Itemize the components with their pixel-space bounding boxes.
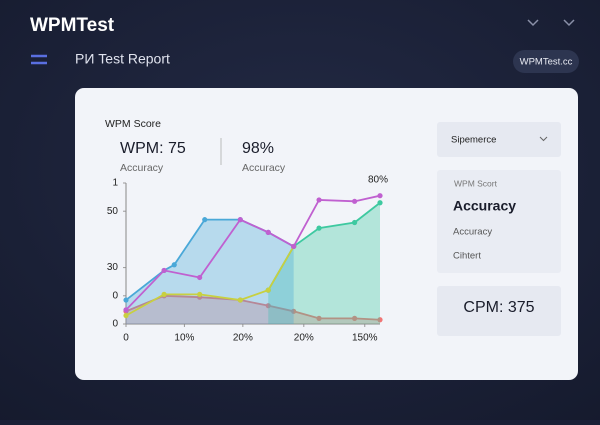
x-tick-label: 10% [174,333,194,344]
data-point [161,291,167,297]
menu-icon[interactable] [31,54,47,65]
series-line [125,245,295,317]
x-tick-label: 150% [352,333,378,344]
page-subtitle: PИ Test Report [75,51,170,67]
panel-title: Accuracy [453,198,516,214]
y-tick-label: 0 [112,319,118,330]
data-point [291,243,297,250]
stat-label: Accuracy [242,162,286,174]
card-heading: WPM Score [105,118,161,130]
cpm-value: CPM: 375 [463,299,534,316]
data-point [237,217,243,223]
data-point [377,193,383,199]
area-fill [268,202,380,324]
cpm-box [437,286,561,336]
y-tick-label: 1 [112,178,118,189]
panel-label: WPM Scort [454,178,498,188]
data-point [123,307,129,313]
x-tick-label: 20% [294,333,314,344]
stat-label: Accuracy [120,162,164,174]
data-point [316,225,322,231]
data-point [377,200,383,206]
info-panel [437,170,561,273]
stat-value: WPM: 75 [120,140,186,157]
app-title: WPMTest [30,15,115,36]
data-point [291,308,297,314]
dropdown-label: Sipemerce [451,135,496,146]
dropdown[interactable] [437,122,561,157]
dropdown-arrow [539,136,548,142]
data-point [265,287,271,293]
data-point [123,297,129,303]
y-tick-label: 0 [112,290,118,301]
site-button[interactable] [513,50,579,73]
x-tick-label: 20% [233,333,253,344]
data-point [197,274,203,281]
chevrons[interactable] [527,19,575,27]
data-point [265,303,271,309]
stat-value: 98% [242,140,274,157]
data-point [352,315,358,321]
data-point [123,312,129,319]
site-button-label: WPMTest.cc [520,57,573,68]
data-point [352,219,358,226]
data-point [265,229,271,235]
data-point [161,267,167,274]
area-fill [126,295,380,324]
data-point [171,262,177,268]
data-point [202,217,208,223]
data-point [352,198,358,204]
panel-item: Accuracy [453,227,492,238]
data-point [377,317,383,323]
data-point [316,197,322,203]
y-tick-label: 30 [107,262,119,273]
data-point [197,291,203,297]
annotation: 80% [368,175,388,186]
data-point [237,297,243,303]
y-tick-label: 50 [107,206,119,217]
panel-item: Cihtert [453,251,481,262]
x-tick-label: 0 [123,333,129,344]
area-fill [126,219,294,324]
data-point [316,315,322,321]
